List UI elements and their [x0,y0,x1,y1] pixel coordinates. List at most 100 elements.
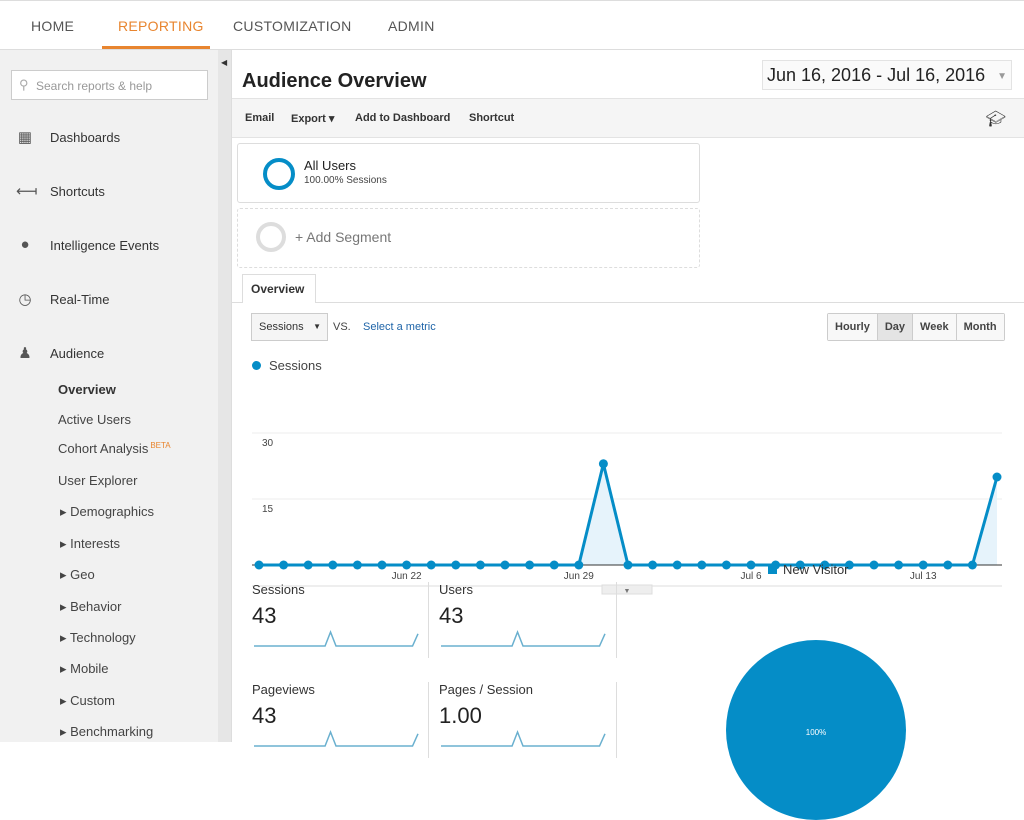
segment-ring-icon [263,158,295,190]
export-button[interactable]: Export ▾ [291,113,335,125]
active-tab-underline [102,46,210,49]
add-segment-label: + Add Segment [295,229,392,245]
vs-label: VS. [333,321,351,333]
sidebar-group-interests[interactable]: ▸ Interests [60,536,120,551]
sidebar-group-behavior[interactable]: ▸ Behavior [60,599,122,614]
data-point [598,459,608,469]
tab-customization[interactable]: CUSTOMIZATION [233,18,352,34]
x-tick-label: Jun 22 [392,571,422,582]
y-tick-label: 30 [262,438,274,449]
divider [428,582,429,658]
sidebar-item-real-time[interactable]: ◷ Real-Time [0,284,218,314]
sidebar-group-custom[interactable]: ▸ Custom [60,693,115,708]
sidebar-sub-active-users[interactable]: Active Users [58,412,131,427]
expand-chart-handle [601,584,653,595]
people-icon: ♟ [18,345,32,362]
sidebar-item-audience[interactable]: ♟ Audience [0,338,218,368]
pie-slice-label: 100% [805,728,827,737]
sidebar-item-intelligence-events[interactable]: ● Intelligence Events [0,230,218,260]
chevron-down-icon: ▼ [624,588,631,595]
metric-label: Pages / Session [439,682,533,697]
tab-admin[interactable]: ADMIN [388,18,435,34]
search-input[interactable]: ⚲ Search reports & help [11,70,208,100]
group-label: Technology [69,630,136,645]
sidebar-item-label: Dashboards [50,130,121,145]
group-label: Demographics [70,504,154,519]
data-point [918,560,928,570]
sparkline-line [254,629,419,647]
divider [428,682,429,758]
group-label: Benchmarking [70,724,154,739]
metric-card-pages-per-session[interactable]: Pages / Session 1.00 [439,682,619,762]
series-line [259,463,999,567]
metric-card-pageviews[interactable]: Pageviews 43 [252,682,432,762]
tab-home[interactable]: HOME [31,18,75,34]
sparkline [441,729,606,747]
lightbulb-icon: ● [20,236,30,253]
date-range-picker[interactable]: Jun 16, 2016 - Jul 16, 2016 ▼ [762,60,1012,90]
data-point [525,560,535,570]
sidebar-item-shortcuts[interactable]: ⟻ Shortcuts [0,176,218,206]
group-label: Mobile [70,661,109,676]
x-tick-label: Jul 13 [910,571,937,582]
data-point [648,560,658,570]
shortcut-button[interactable]: Shortcut [469,112,515,124]
metric-card-sessions[interactable]: Sessions 43 [252,582,432,662]
data-point [475,560,485,570]
data-point [500,560,510,570]
add-to-dashboard-button[interactable]: Add to Dashboard [355,112,451,124]
metric-label: Pageviews [252,682,315,697]
sidebar-group-mobile[interactable]: ▸ Mobile [60,661,109,676]
data-point [451,560,461,570]
sidebar-sub-cohort-analysis[interactable]: Cohort Analysis BETA [58,441,171,456]
group-label: Interests [70,536,120,551]
sidebar-item-dashboards[interactable]: ▦ Dashboards [0,122,218,152]
month-button[interactable]: Month [956,314,1004,340]
hourly-button[interactable]: Hourly [828,314,878,340]
select-metric-link[interactable]: Select a metric [363,321,436,333]
sidebar-group-technology[interactable]: ▸ Technology [60,630,136,645]
divider [616,682,617,758]
sidebar-sub-user-explorer[interactable]: User Explorer [58,473,138,488]
data-point [279,560,289,570]
sidebar-group-demographics[interactable]: ▸ Demographics [60,504,154,519]
sidebar-item-label: Intelligence Events [50,238,160,253]
tab-overview[interactable]: Overview [242,274,316,303]
segment-name: All Users [304,158,357,173]
tab-divider [232,302,1024,303]
chevron-left-icon: ◀ [221,58,228,67]
tab-reporting[interactable]: REPORTING [118,18,204,34]
group-label: Geo [70,567,95,582]
data-point [352,560,362,570]
sidebar-item-label: Audience [50,346,105,361]
sidebar-group-geo[interactable]: ▸ Geo [60,567,95,582]
day-button[interactable]: Day [877,314,914,340]
week-button[interactable]: Week [913,314,957,340]
sidebar-collapse-handle[interactable]: ◀ [218,50,232,742]
metric-card-users[interactable]: Users 43 [439,582,619,662]
segment-all-users[interactable]: All Users 100.00% Sessions [237,143,700,203]
sidebar-group-benchmarking[interactable]: ▸ Benchmarking [60,724,154,739]
data-point [795,560,805,570]
sessions-chart: 30 15 Jun 22 Jun 29 Jul 6 Jul 13 ▼ [252,432,1002,595]
graduation-cap-icon[interactable]: 🎓︎ [985,111,1006,128]
sparkline-line [254,729,419,747]
search-placeholder: Search reports & help [36,79,153,93]
pie-slice-new-visitor[interactable]: 100% [726,640,906,820]
x-tick-label: Jul 6 [740,571,762,582]
data-point [721,560,731,570]
sidebar-sub-overview[interactable]: Overview [58,382,116,397]
segment-share: 100.00% Sessions [304,175,387,186]
add-segment-button[interactable]: + Add Segment [237,208,700,268]
metric-value: 43 [252,603,277,628]
data-point [746,560,756,570]
sidebar: ⚲ Search reports & help ▦ Dashboards ⟻ Shor… [0,50,218,742]
metric-label: Sessions [252,582,305,597]
sparkline [254,629,419,647]
email-button[interactable]: Email [245,112,275,124]
top-navigation: HOME REPORTING CUSTOMIZATION ADMIN [0,0,1024,50]
report-toolbar: Email Export ▾ Add to Dashboard Shortcut… [232,98,1024,138]
granularity-buttons: Hourly Day Week Month [827,313,1005,341]
metric-value: 43 [252,703,277,728]
metric-select[interactable]: Sessions ▼ [251,313,328,341]
